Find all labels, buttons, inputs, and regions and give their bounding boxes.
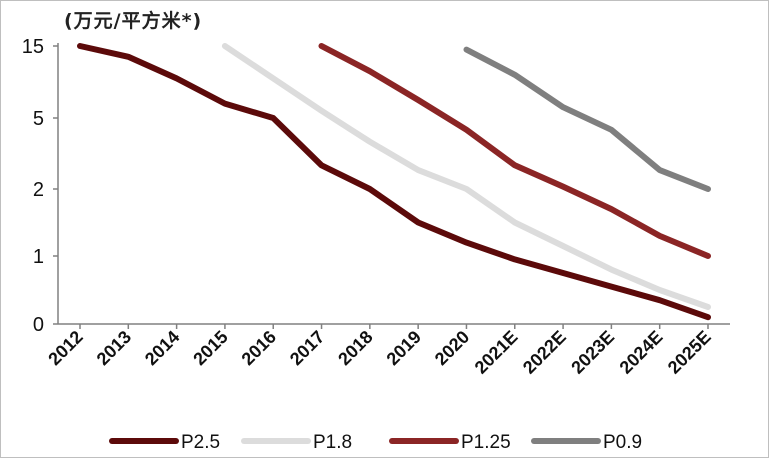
y-tick-label: 1 — [33, 246, 44, 268]
y-unit-label: (万元/平方米*) — [64, 10, 203, 32]
y-tick-label: 0 — [33, 314, 44, 336]
x-tick-label: 2021E — [471, 327, 522, 378]
x-tick-label: 2020 — [431, 327, 473, 369]
x-tick-label: 2014 — [141, 327, 183, 369]
x-tick-label: 2018 — [334, 327, 376, 369]
x-tick-label: 2023E — [567, 327, 618, 378]
y-tick-label: 5 — [33, 108, 44, 130]
legend-label-p0-9: P0.9 — [603, 432, 642, 453]
x-tick-label: 2025E — [664, 327, 715, 378]
x-tick-label: 2016 — [238, 327, 280, 369]
x-tick-label: 2013 — [93, 327, 135, 369]
x-tick-label: 2015 — [189, 327, 231, 369]
x-tick-label: 2017 — [286, 327, 328, 369]
x-tick-label: 2022E — [519, 327, 570, 378]
legend-label-p1-25: P1.25 — [461, 432, 511, 453]
legend-label-p2-5: P2.5 — [181, 432, 220, 453]
series-line-p1-8 — [221, 43, 711, 310]
x-tick-label: 2012 — [44, 327, 86, 369]
series-line-p1-25 — [318, 43, 711, 259]
y-tick-label: 15 — [22, 36, 44, 58]
x-tick-label: 2019 — [383, 327, 425, 369]
series-line-p2-5 — [77, 43, 711, 321]
series-line-p0-9 — [463, 46, 711, 192]
x-tick-label: 2024E — [616, 327, 667, 378]
legend-label-p1-8: P1.8 — [313, 432, 352, 453]
y-tick-label: 2 — [33, 179, 44, 201]
